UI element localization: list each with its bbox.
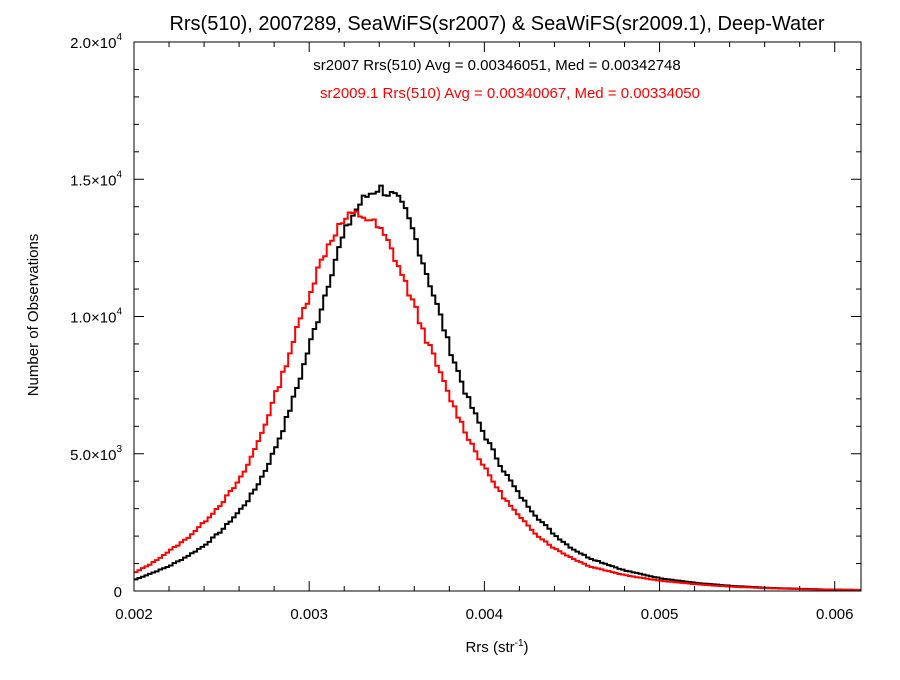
chart-title: Rrs(510), 2007289, SeaWiFS(sr2007) & Sea… <box>169 13 824 35</box>
y-tick-mantissa: 2.0×10 <box>70 35 116 52</box>
y-tick-exponent: 4 <box>116 169 122 180</box>
y-tick-mantissa: 1.5×10 <box>70 172 116 189</box>
y-tick-mantissa: 1.0×10 <box>70 310 116 327</box>
y-tick-label: 2.0×104 <box>70 32 122 52</box>
x-axis-label: Rrs (str-1) <box>465 638 528 656</box>
x-tick-label: 0.005 <box>641 606 679 623</box>
x-axis-label-sup: -1 <box>515 638 524 649</box>
x-axis: 0.002 0.003 0.004 0.005 0.006 <box>115 42 853 623</box>
annotation-sr2007: sr2007 Rrs(510) Avg = 0.00346051, Med = … <box>313 57 681 74</box>
x-axis-label-end: ) <box>524 639 529 656</box>
y-tick-label: 5.0×103 <box>70 444 122 464</box>
y-axis-label: Number of Observations <box>25 234 42 397</box>
series-sr2009-line <box>134 210 861 592</box>
x-axis-label-text: Rrs (str <box>465 639 514 656</box>
annotation-sr2009: sr2009.1 Rrs(510) Avg = 0.00340067, Med … <box>320 85 700 102</box>
x-tick-label: 0.002 <box>115 606 153 623</box>
x-tick-label: 0.004 <box>466 606 504 623</box>
y-tick-label: 1.5×104 <box>70 169 122 189</box>
y-tick-exponent: 3 <box>116 444 122 455</box>
y-tick-exponent: 4 <box>116 307 122 318</box>
series-layer <box>134 184 861 592</box>
y-tick-label: 0 <box>114 584 122 601</box>
x-tick-label: 0.006 <box>816 606 854 623</box>
y-tick-label: 1.0×104 <box>70 307 122 327</box>
x-tick-label: 0.003 <box>290 606 328 623</box>
y-tick-exponent: 4 <box>116 32 122 43</box>
plot-area <box>134 184 861 592</box>
y-tick-mantissa: 5.0×10 <box>70 447 116 464</box>
y-tick-mantissa: 0 <box>114 584 122 601</box>
